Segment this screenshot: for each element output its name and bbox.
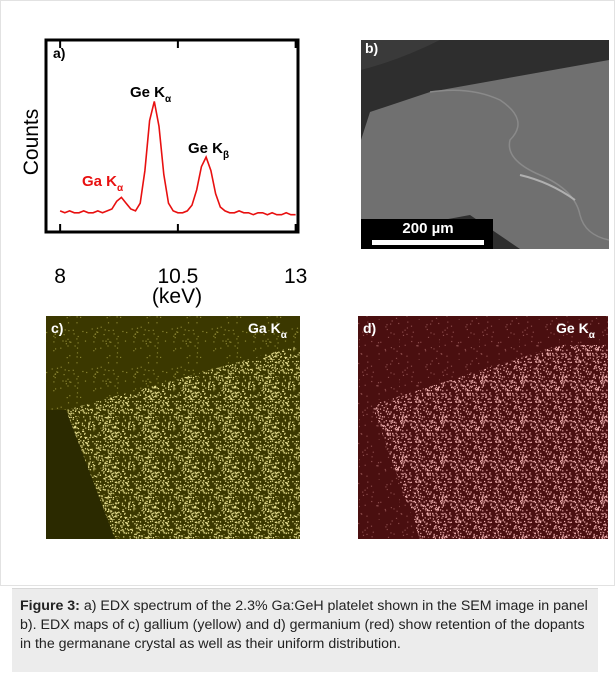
ge-map: d) Ge Kα xyxy=(358,316,608,539)
caption-text: a) EDX spectrum of the 2.3% Ga:GeH plate… xyxy=(20,598,588,652)
figure: 200 µm b) c) Ga Kα d) Ge Kα 8 10.5 13 (keV)… xyxy=(0,0,615,586)
x-tick-label: 13 xyxy=(284,265,307,288)
peak-label: Ga Kα xyxy=(82,173,124,194)
panel-label: a) xyxy=(53,45,65,61)
x-tick-label: 8 xyxy=(54,265,66,288)
panel-label: b) xyxy=(365,40,378,56)
panel-label: c) xyxy=(51,320,63,336)
map-label: Ga Kα xyxy=(248,320,288,341)
plot-frame xyxy=(44,38,300,234)
y-axis-label: Counts xyxy=(20,109,43,176)
scale-bar-label: 200 µm xyxy=(402,220,453,237)
ga-map: c) Ga Kα xyxy=(46,316,300,539)
peak-label: Ge Kα xyxy=(130,84,172,105)
caption-label: Figure 3: xyxy=(20,598,80,614)
map-label: Ge Kα xyxy=(556,320,596,341)
panel-label: d) xyxy=(363,320,376,336)
caption: Figure 3: a) EDX spectrum of the 2.3% Ga… xyxy=(12,588,598,672)
x-axis-label: (keV) xyxy=(152,285,202,308)
peak-label: Ge Kβ xyxy=(188,140,229,161)
sem-image: 200 µm b) xyxy=(361,40,610,249)
x-tick-label: 10.5 xyxy=(157,265,198,288)
spectrum-line xyxy=(59,101,296,216)
